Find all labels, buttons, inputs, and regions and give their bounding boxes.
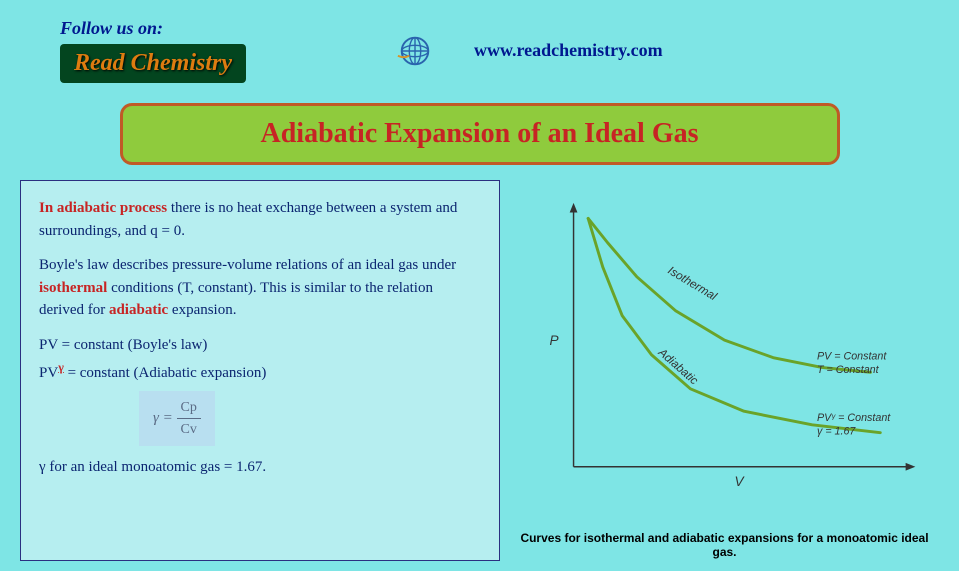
site-logo[interactable]: Read Chemistry bbox=[60, 44, 246, 83]
p2c: expansion. bbox=[168, 302, 236, 318]
eq-adiabatic: PVγ = constant (Adiabatic expansion) bbox=[39, 358, 481, 385]
p2-isothermal: isothermal bbox=[39, 280, 107, 296]
p2-adiabatic: adiabatic bbox=[109, 302, 168, 318]
svg-text:T = Constant: T = Constant bbox=[817, 364, 880, 376]
follow-label: Follow us on: bbox=[60, 18, 246, 39]
para-2: Boyle's law describes pressure-volume re… bbox=[39, 254, 481, 322]
page-root: Follow us on: Read Chemistry www.readche… bbox=[0, 0, 959, 571]
eq2-rest: = constant (Adiabatic expansion) bbox=[64, 365, 267, 381]
para1-highlight: In adiabatic process bbox=[39, 200, 167, 216]
gamma-fraction: Cp Cv bbox=[177, 397, 201, 440]
content-row: In adiabatic process there is no heat ex… bbox=[0, 180, 959, 571]
title-bar: Adiabatic Expansion of an Ideal Gas bbox=[120, 103, 840, 165]
para-3: γ for an ideal monoatomic gas = 1.67. bbox=[39, 456, 481, 479]
site-url[interactable]: www.readchemistry.com bbox=[474, 40, 663, 61]
svg-text:γ = 1.67: γ = 1.67 bbox=[817, 426, 856, 438]
chart-panel: P V Isothermal Adiabatic PV = ConstantT = Co… bbox=[510, 180, 939, 561]
gamma-formula: γ = Cp Cv bbox=[139, 391, 215, 446]
chart-caption: Curves for isothermal and adiabatic expa… bbox=[515, 531, 934, 559]
gamma-lhs: γ = bbox=[153, 409, 173, 425]
follow-block: Follow us on: Read Chemistry bbox=[60, 18, 246, 83]
para-1: In adiabatic process there is no heat ex… bbox=[39, 197, 481, 242]
page-title: Adiabatic Expansion of an Ideal Gas bbox=[261, 118, 699, 149]
eq2-pv: PV bbox=[39, 365, 58, 381]
svg-text:P: P bbox=[550, 333, 559, 348]
eq-boyle: PV = constant (Boyle's law) bbox=[39, 334, 481, 357]
svg-text:Isothermal: Isothermal bbox=[666, 264, 720, 303]
svg-text:PVᵞ = Constant: PVᵞ = Constant bbox=[817, 412, 891, 424]
explanation-panel: In adiabatic process there is no heat ex… bbox=[20, 180, 500, 561]
globe-icon bbox=[396, 32, 434, 70]
svg-text:Adiabatic: Adiabatic bbox=[655, 345, 701, 387]
gamma-den: Cv bbox=[177, 419, 201, 440]
svg-text:V: V bbox=[735, 474, 746, 489]
p2a: Boyle's law describes pressure-volume re… bbox=[39, 257, 456, 273]
svg-text:PV = Constant: PV = Constant bbox=[817, 351, 887, 363]
logo-text: Read Chemistry bbox=[74, 50, 232, 76]
gamma-num: Cp bbox=[177, 397, 201, 419]
header: Follow us on: Read Chemistry www.readche… bbox=[0, 0, 959, 93]
pv-chart: P V Isothermal Adiabatic PV = ConstantT = Co… bbox=[520, 190, 929, 500]
